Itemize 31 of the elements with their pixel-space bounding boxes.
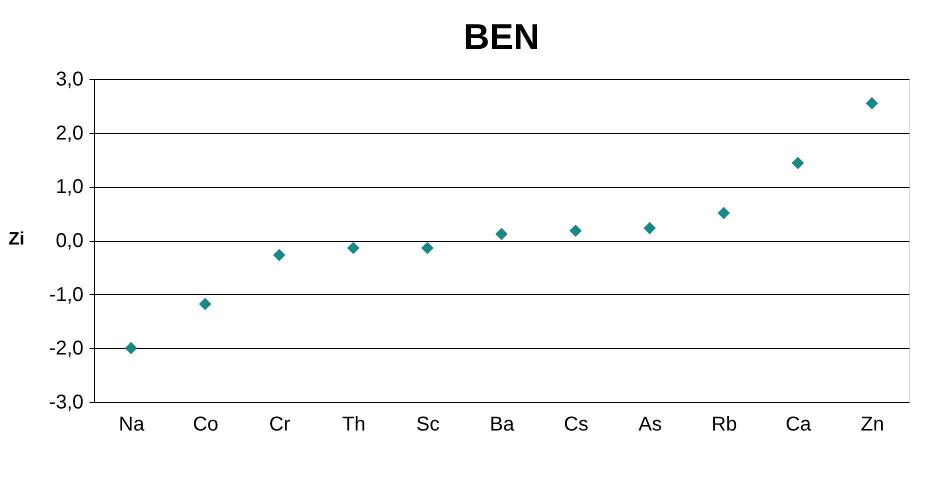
y-tick-label: 3,0 xyxy=(56,68,84,90)
x-tick-label: Sc xyxy=(416,414,440,436)
y-tick-label: -2,0 xyxy=(49,338,84,360)
y-tick-label: 1,0 xyxy=(56,176,84,198)
point xyxy=(866,97,878,110)
x-tick-label: Co xyxy=(192,414,218,436)
y-tick-label: -3,0 xyxy=(49,392,84,414)
x-tick-label: Cr xyxy=(269,414,291,436)
point xyxy=(421,242,434,254)
x-tick-label: Rb xyxy=(711,414,738,436)
y-tick-label: -1,0 xyxy=(49,284,84,306)
y-axis-title: Zi xyxy=(8,228,24,248)
x-tick-label: As xyxy=(638,414,662,436)
point xyxy=(569,224,582,237)
point xyxy=(347,242,360,254)
point xyxy=(199,298,212,310)
y-tick-label: 2,0 xyxy=(56,122,84,144)
point xyxy=(495,228,508,240)
x-tick-label: Ca xyxy=(786,414,812,436)
x-tick-label: Cs xyxy=(564,414,588,436)
point xyxy=(792,156,804,170)
x-tick-label: Ba xyxy=(490,414,516,436)
x-tick-label: Zn xyxy=(860,414,884,436)
y-tick-label: 0,0 xyxy=(56,230,84,252)
point xyxy=(124,342,138,354)
chart-title: BEN xyxy=(463,16,540,57)
point xyxy=(718,206,730,220)
point xyxy=(644,222,656,234)
x-tick-label: Na xyxy=(118,414,146,436)
x-tick-label: Th xyxy=(342,414,366,436)
point xyxy=(273,248,286,262)
